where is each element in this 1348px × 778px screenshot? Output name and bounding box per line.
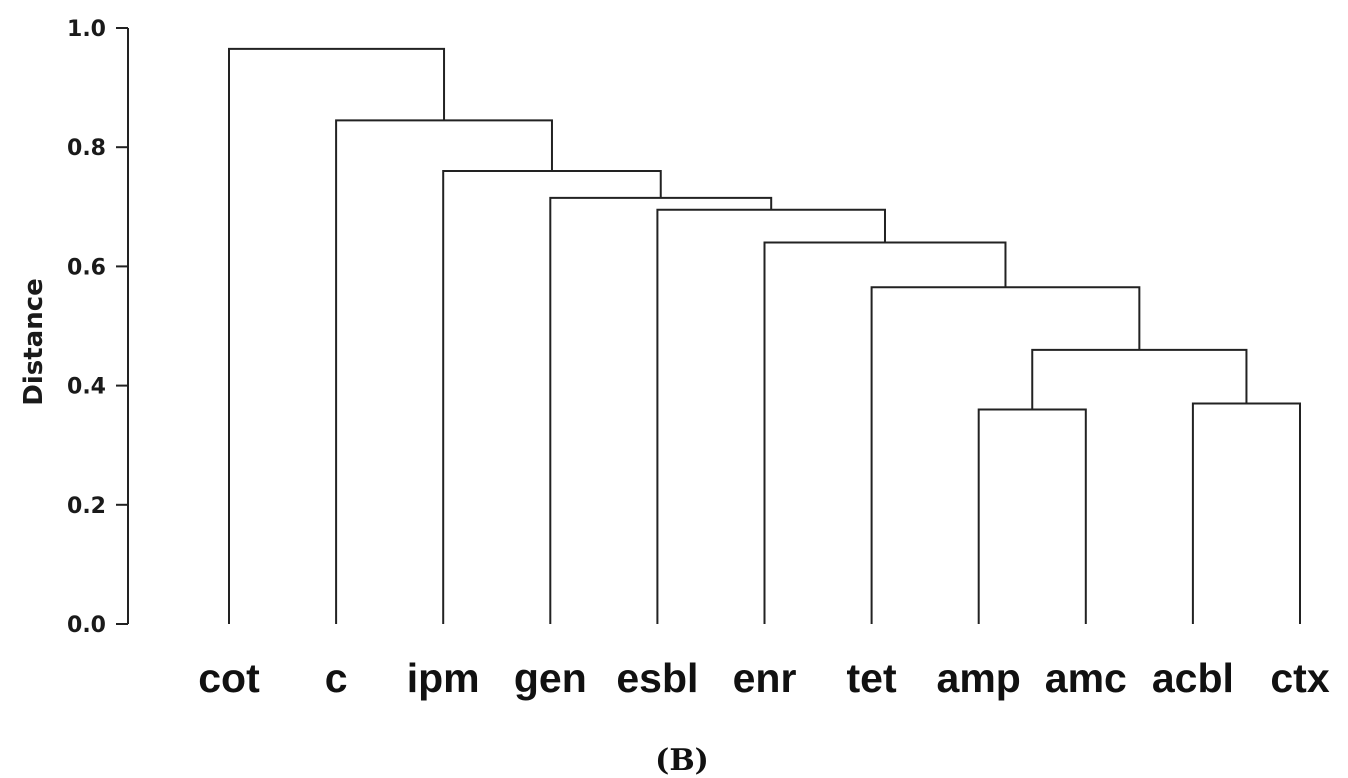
dendrogram-link-m10 — [228, 47, 446, 624]
dendrogram-link-m7 — [549, 196, 773, 624]
y-tick-label: 0.4 — [67, 375, 106, 400]
leaf-label-amc: amc — [1045, 655, 1127, 701]
y-axis-title: Distance — [19, 278, 49, 406]
y-tick-label: 0.8 — [67, 136, 106, 161]
leaf-label-acbl: acbl — [1152, 655, 1234, 701]
leaf-label-amp: amp — [937, 655, 1021, 701]
y-axis: 0.0 0.2 0.4 0.6 0.8 1.0 — [67, 17, 129, 638]
dendrogram-link-m5 — [763, 241, 1007, 624]
panel-label: (B) — [655, 743, 709, 778]
leaf-label-gen: gen — [514, 655, 587, 701]
dendrogram-link-m2 — [1191, 402, 1301, 624]
leaf-label-tet: tet — [847, 655, 897, 701]
leaf-label-enr: enr — [733, 655, 797, 701]
dendrogram-link-m8 — [442, 170, 662, 624]
leaf-label-ctx: ctx — [1270, 655, 1329, 701]
leaf-label-esbl: esbl — [616, 655, 698, 701]
y-tick-label: 1.0 — [67, 17, 106, 42]
leaf-label-c: c — [325, 655, 348, 701]
dendrogram-link-m3 — [1031, 348, 1248, 410]
y-tick-label: 0.2 — [67, 494, 106, 519]
dendrogram-link-m6 — [656, 208, 886, 624]
leaf-label-cot: cot — [198, 655, 260, 701]
dendrogram-links — [228, 47, 1301, 624]
dendrogram-link-m4 — [870, 286, 1141, 624]
dendrogram-link-m1 — [977, 408, 1087, 624]
leaf-label-ipm: ipm — [407, 655, 480, 701]
y-tick-label: 0.0 — [67, 613, 106, 638]
y-tick-label: 0.6 — [67, 255, 106, 280]
leaf-labels: cot c ipm gen esbl enr tet amp amc acbl ctx — [198, 655, 1330, 701]
